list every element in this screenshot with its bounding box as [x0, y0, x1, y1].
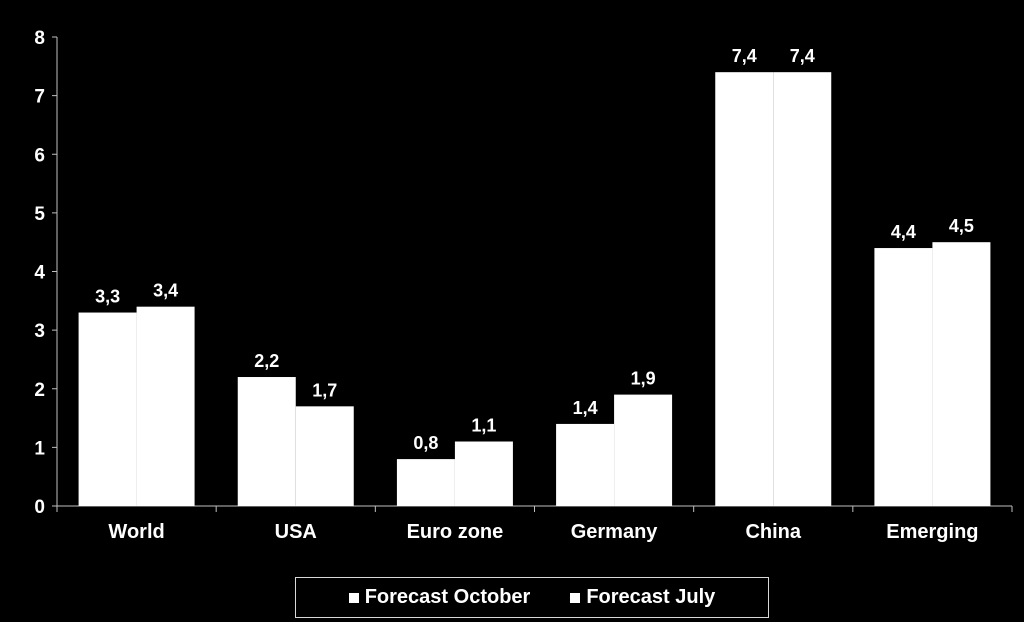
data-label: 7,4: [790, 46, 815, 66]
data-label: 1,4: [573, 398, 598, 418]
data-label: 1,9: [631, 369, 656, 389]
legend-label-july: Forecast July: [586, 586, 716, 608]
data-label: 4,4: [891, 222, 916, 242]
legend-label-october: Forecast October: [364, 586, 531, 608]
data-label: 2,2: [254, 351, 279, 371]
x-category-label: Emerging: [886, 521, 978, 543]
data-label: 1,1: [471, 416, 496, 436]
data-label: 4,5: [949, 216, 974, 236]
x-category-label: World: [108, 521, 164, 543]
bar-october: [78, 312, 137, 506]
data-label: 1,7: [312, 380, 337, 400]
data-label: 7,4: [732, 46, 757, 66]
bar-july: [773, 72, 832, 507]
x-category-label: Germany: [571, 521, 659, 543]
data-label: 3,4: [153, 281, 178, 301]
y-tick-label: 7: [34, 87, 45, 108]
bar-july: [454, 441, 513, 506]
data-label: 3,3: [95, 287, 120, 307]
legend-item-july: Forecast July: [570, 586, 715, 609]
bar-october: [556, 423, 615, 506]
y-tick-label: 4: [34, 263, 45, 284]
bar-july: [136, 306, 195, 506]
y-tick-label: 8: [34, 28, 45, 49]
legend-item-october: Forecast October: [348, 586, 531, 609]
y-tick-label: 2: [34, 380, 45, 401]
data-label: 0,8: [413, 433, 438, 453]
bar-july: [932, 242, 991, 506]
legend-swatch-july: [570, 592, 581, 603]
x-category-label: Euro zone: [407, 521, 504, 543]
x-category-label: China: [745, 521, 801, 543]
bar-october: [715, 72, 774, 507]
bar-october: [237, 377, 296, 506]
y-tick-label: 6: [34, 145, 45, 166]
bar-october: [396, 459, 455, 506]
bar-october: [874, 248, 933, 507]
x-category-label: USA: [275, 521, 317, 543]
y-tick-label: 1: [34, 438, 45, 459]
bar-july: [295, 406, 354, 506]
legend: Forecast October Forecast July: [295, 577, 769, 618]
y-tick-label: 5: [34, 204, 45, 225]
legend-swatch-october: [348, 592, 359, 603]
bar-july: [614, 394, 673, 506]
y-tick-label: 3: [34, 321, 45, 342]
y-tick-label: 0: [34, 497, 45, 518]
